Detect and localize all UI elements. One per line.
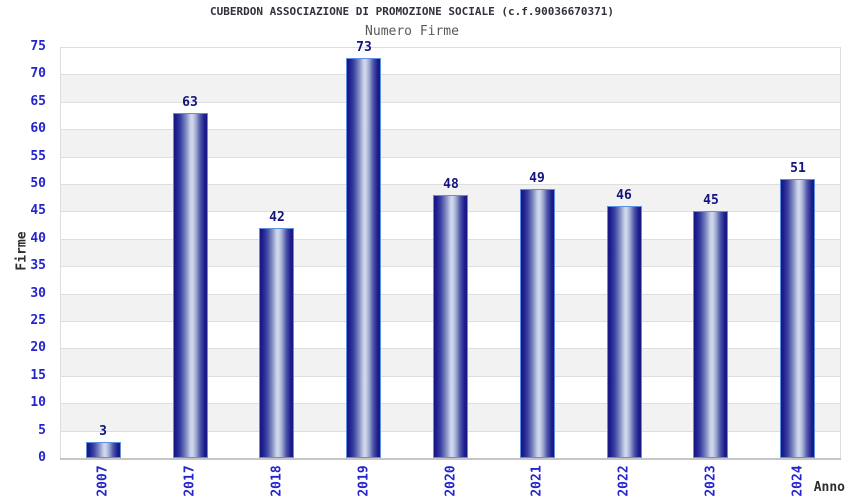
y-tick-label: 20 — [30, 340, 46, 355]
bar — [259, 228, 294, 458]
x-tick-label: 2019 — [356, 465, 372, 497]
y-tick-label: 10 — [30, 395, 46, 410]
gridline — [60, 102, 841, 103]
x-tick-label: 2024 — [790, 465, 806, 497]
gridline — [60, 74, 841, 75]
bar — [346, 58, 381, 458]
y-tick-label: 30 — [30, 286, 46, 301]
y-tick-label: 70 — [30, 66, 46, 81]
y-tick-label: 0 — [38, 450, 46, 465]
y-tick-label: 65 — [30, 94, 46, 109]
x-tick-label: 2022 — [616, 465, 632, 497]
bar — [693, 211, 728, 458]
x-tick-label: 2023 — [703, 465, 719, 497]
bar-value-label: 73 — [356, 40, 372, 55]
x-tick-label: 2017 — [182, 465, 198, 497]
bar — [86, 442, 121, 458]
gridline — [60, 157, 841, 158]
x-tick-label: 2018 — [269, 465, 285, 497]
x-axis-line — [60, 458, 841, 460]
chart-title: CUBERDON ASSOCIAZIONE DI PROMOZIONE SOCI… — [210, 5, 614, 18]
plot-border-left — [60, 47, 61, 458]
grid-band — [60, 74, 841, 102]
grid-band — [60, 47, 841, 75]
plot-area: 3 63 42 73 48 49 46 45 51 — [60, 40, 841, 460]
y-tick-label: 50 — [30, 176, 46, 191]
y-tick-label: 60 — [30, 121, 46, 136]
bar — [607, 206, 642, 458]
bar-value-label: 63 — [182, 95, 198, 110]
bar — [433, 195, 468, 458]
y-tick-label: 15 — [30, 368, 46, 383]
x-tick-label: 2007 — [95, 465, 111, 497]
gridline — [60, 47, 841, 48]
bar-value-label: 49 — [529, 171, 545, 186]
bar — [173, 113, 208, 458]
y-tick-label: 25 — [30, 313, 46, 328]
y-tick-label: 75 — [30, 39, 46, 54]
bar-value-label: 46 — [616, 188, 632, 203]
y-tick-label: 35 — [30, 258, 46, 273]
y-tick-label: 5 — [38, 423, 46, 438]
x-tick-label: 2020 — [443, 465, 459, 497]
bar-value-label: 45 — [703, 193, 719, 208]
bar-value-label: 51 — [790, 161, 806, 176]
chart-subtitle: Numero Firme — [365, 24, 459, 39]
x-axis-title: Anno — [813, 480, 845, 495]
y-tick-label: 55 — [30, 149, 46, 164]
bar-value-label: 3 — [99, 424, 107, 439]
plot-border-right — [840, 47, 841, 458]
x-tick-label: 2021 — [529, 465, 545, 497]
bar-value-label: 42 — [269, 210, 285, 225]
gridline — [60, 129, 841, 130]
bar-value-label: 48 — [443, 177, 459, 192]
y-tick-label: 45 — [30, 203, 46, 218]
gridline — [60, 184, 841, 185]
bar — [520, 189, 555, 458]
bar — [780, 179, 815, 458]
y-tick-label: 40 — [30, 231, 46, 246]
